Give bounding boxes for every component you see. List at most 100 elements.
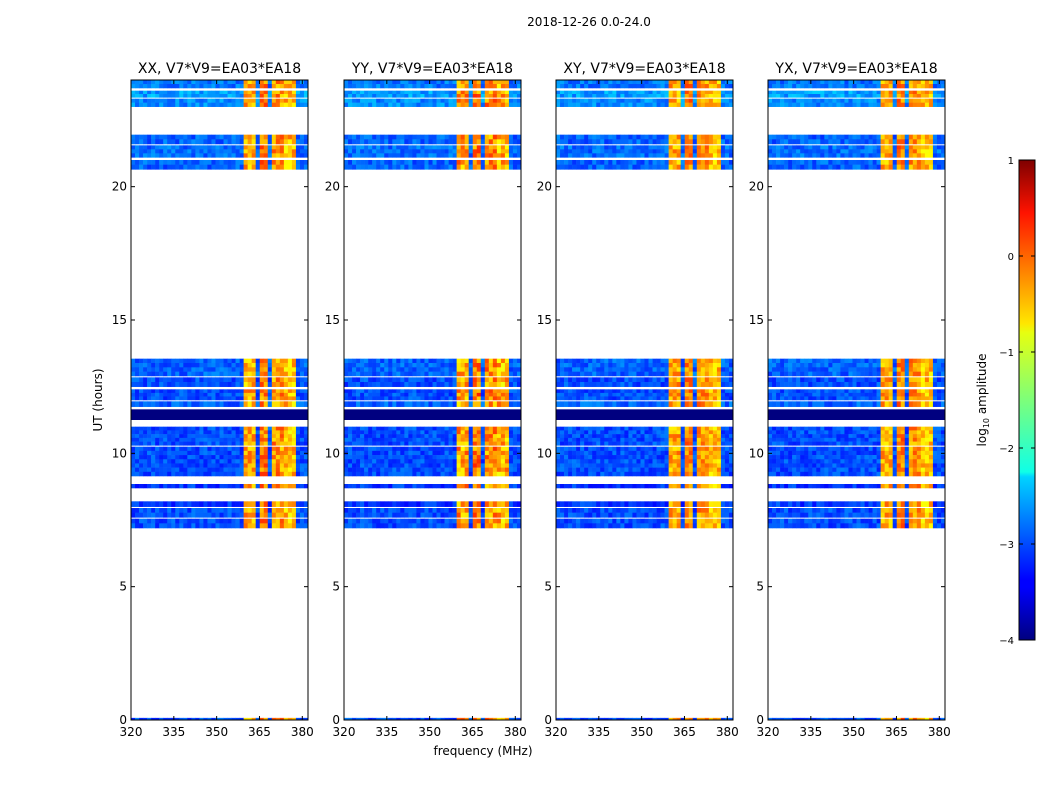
- heatmap-cell: [468, 437, 474, 442]
- heatmap-cell: [239, 382, 244, 387]
- heatmap-cell: [147, 94, 152, 98]
- heatmap-cell: [388, 134, 393, 140]
- heatmap-cell: [195, 437, 200, 442]
- heatmap-cell: [424, 396, 429, 401]
- heatmap-cell: [492, 401, 498, 407]
- heatmap-cell: [183, 459, 188, 464]
- heatmap-cell: [432, 501, 437, 507]
- heatmap-cell: [484, 508, 490, 513]
- heatmap-cell: [139, 484, 144, 489]
- heatmap-cell: [456, 153, 461, 158]
- heatmap-cell: [692, 401, 698, 407]
- heatmap-cell: [700, 90, 706, 95]
- heatmap-cell: [632, 149, 637, 154]
- heatmap-cell: [167, 382, 172, 387]
- heatmap-cell: [620, 377, 625, 383]
- heatmap-cell: [247, 441, 252, 446]
- heatmap-cell: [295, 94, 301, 98]
- heatmap-cell: [295, 396, 301, 401]
- heatmap-cell: [263, 508, 269, 513]
- heatmap-cell: [356, 471, 361, 477]
- heatmap-cell: [223, 80, 228, 85]
- heatmap-cell: [155, 149, 160, 154]
- heatmap-cell: [191, 149, 196, 154]
- heatmap-cell: [696, 80, 702, 85]
- data-block: [131, 426, 309, 446]
- heatmap-cell: [299, 455, 305, 460]
- heatmap-cell: [476, 434, 482, 439]
- heatmap-cell: [480, 164, 486, 170]
- heatmap-cell: [368, 717, 373, 721]
- heatmap-cell: [360, 367, 365, 372]
- heatmap-cell: [239, 396, 244, 401]
- heatmap-cell: [684, 102, 690, 107]
- heatmap-cell: [139, 149, 144, 154]
- heatmap-cell: [508, 523, 514, 529]
- heatmap-cell: [468, 382, 474, 387]
- heatmap-cell: [488, 363, 494, 368]
- heatmap-cell: [356, 367, 361, 372]
- heatmap-cell: [251, 382, 256, 387]
- heatmap-cell: [412, 371, 417, 377]
- heatmap-cell: [592, 139, 597, 145]
- heatmap-cell: [592, 102, 597, 107]
- heatmap-cell: [223, 382, 228, 387]
- heatmap-cell: [652, 358, 657, 364]
- heatmap-cell: [360, 94, 365, 98]
- heatmap-cell: [488, 80, 494, 85]
- heatmap-cell: [348, 401, 353, 407]
- heatmap-cell: [356, 508, 361, 513]
- heatmap-cell: [392, 467, 397, 473]
- heatmap-cell: [476, 471, 482, 477]
- heatmap-cell: [376, 430, 381, 435]
- heatmap-cell: [211, 518, 216, 524]
- heatmap-cell: [640, 98, 645, 103]
- heatmap-cell: [632, 392, 637, 397]
- heatmap-cell: [692, 358, 698, 364]
- heatmap-cell: [468, 446, 474, 452]
- heatmap-cell: [239, 160, 244, 165]
- heatmap-cell: [560, 94, 565, 98]
- heatmap-cell: [303, 508, 309, 513]
- heatmap-cell: [636, 389, 641, 394]
- heatmap-cell: [271, 508, 277, 513]
- heatmap-cell: [388, 84, 393, 89]
- heatmap-cell: [207, 467, 212, 473]
- heatmap-cell: [676, 153, 681, 158]
- heatmap-cell: [480, 382, 486, 387]
- heatmap-cell: [412, 396, 417, 401]
- heatmap-cell: [728, 401, 734, 407]
- heatmap-cell: [584, 90, 589, 95]
- heatmap-cell: [604, 389, 609, 394]
- heatmap-cell: [163, 377, 168, 383]
- heatmap-cell: [492, 446, 498, 452]
- heatmap-cell: [203, 459, 208, 464]
- heatmap-cell: [676, 363, 681, 368]
- heatmap-cell: [175, 149, 180, 154]
- heatmap-cell: [243, 153, 248, 158]
- heatmap-cell: [592, 98, 597, 103]
- heatmap-cell: [468, 717, 474, 721]
- heatmap-cell: [291, 358, 297, 364]
- heatmap-cell: [412, 98, 417, 103]
- heatmap-cell: [472, 392, 478, 397]
- heatmap-cell: [215, 392, 220, 397]
- heatmap-cell: [612, 437, 617, 442]
- heatmap-cell: [291, 80, 297, 85]
- heatmap-cell: [464, 367, 469, 372]
- heatmap-cell: [684, 430, 690, 435]
- heatmap-cell: [492, 463, 498, 468]
- heatmap-cell: [424, 512, 429, 518]
- heatmap-cell: [484, 94, 490, 98]
- heatmap-cell: [299, 367, 305, 372]
- heatmap-cell: [227, 426, 232, 431]
- heatmap-cell: [380, 441, 385, 446]
- heatmap-cell: [372, 80, 377, 85]
- heatmap-cell: [592, 363, 597, 368]
- heatmap-cell: [376, 471, 381, 477]
- heatmap-cell: [664, 80, 669, 85]
- heatmap-cell: [400, 84, 405, 89]
- heatmap-cell: [352, 426, 357, 431]
- heatmap-cell: [175, 434, 180, 439]
- heatmap-cell: [400, 363, 405, 368]
